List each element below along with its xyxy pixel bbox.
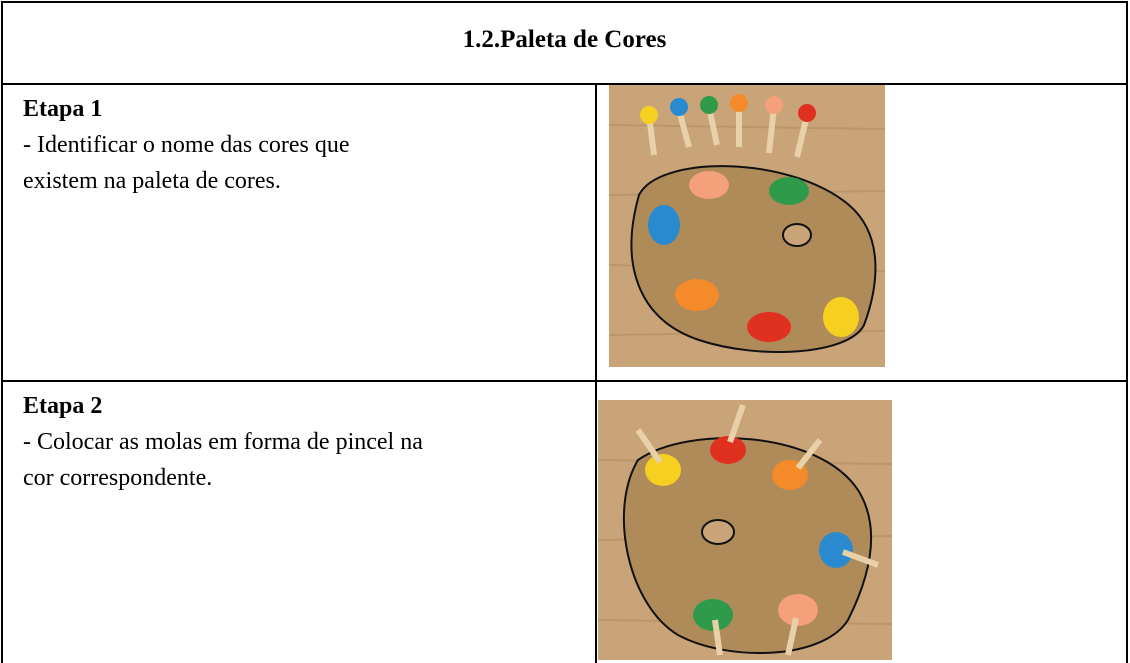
table-title: 1.2.Paleta de Cores <box>1 1 1128 85</box>
image-cell <box>595 380 1128 663</box>
step-line: cor correspondente. <box>23 465 213 491</box>
step-line: existem na paleta de cores. <box>23 168 281 194</box>
step-title: Etapa 2 <box>23 393 103 419</box>
step-line: - Colocar as molas em forma de pincel na <box>23 429 423 455</box>
image-cell <box>595 83 1128 382</box>
palette-photo <box>609 85 885 367</box>
step-line: - Identificar o nome das cores que <box>23 132 350 158</box>
palette-photo <box>598 400 892 660</box>
step-cell: Etapa 1 - Identificar o nome das cores q… <box>1 83 597 382</box>
step-cell: Etapa 2 - Colocar as molas em forma de p… <box>1 380 597 663</box>
step-title: Etapa 1 <box>23 96 103 122</box>
